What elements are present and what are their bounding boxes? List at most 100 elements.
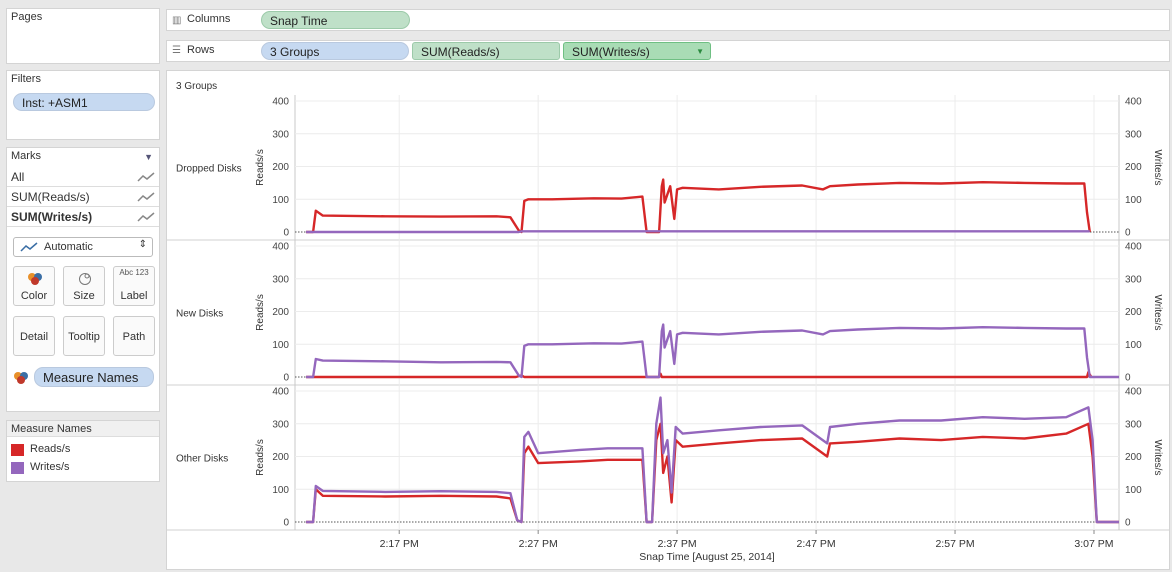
color-field-pill[interactable]: Measure Names [34, 367, 154, 387]
color-button[interactable]: Color [13, 266, 55, 306]
legend-swatch-writes [11, 462, 24, 474]
x-tick-label: 3:07 PM [1074, 538, 1113, 550]
x-tick-label: 2:47 PM [797, 538, 836, 550]
mark-type-select[interactable]: Automatic ⇕ [13, 237, 153, 257]
filters-panel: Filters Inst: +ASM1 [6, 70, 160, 140]
columns-shelf[interactable]: ▥ Columns Snap Time [166, 9, 1170, 31]
column-pill-snap-time[interactable]: Snap Time [261, 11, 410, 29]
pill-dropdown-icon[interactable]: ▼ [696, 47, 704, 56]
marks-title: Marks [11, 150, 41, 162]
row-pill-sum-writes[interactable]: SUM(Writes/s) ▼ [563, 42, 711, 60]
color-circles-icon [14, 372, 28, 384]
row-pill-sum-writes-label: SUM(Writes/s) [572, 45, 650, 59]
y-tick-label-left: 100 [272, 195, 289, 206]
path-button[interactable]: Path [113, 316, 155, 356]
marks-row-writes[interactable]: SUM(Writes/s) [7, 207, 159, 227]
label-button[interactable]: Abc 123 Label [113, 266, 155, 306]
y-tick-label-right: 300 [1125, 419, 1142, 430]
y-axis-title-left: Reads/s [255, 294, 266, 331]
series-line-reads [306, 370, 1093, 379]
legend-label-writes: Writes/s [30, 461, 70, 473]
x-tick-label: 2:17 PM [380, 538, 419, 550]
y-tick-label-right: 0 [1125, 518, 1131, 529]
series-line-writes [306, 396, 1119, 524]
y-tick-label-left: 100 [272, 485, 289, 496]
y-axis-title-right: Writes/s [1152, 440, 1163, 476]
marks-row-reads[interactable]: SUM(Reads/s) [7, 187, 159, 207]
marks-row-writes-label: SUM(Writes/s) [11, 210, 93, 224]
y-tick-label-right: 400 [1125, 242, 1142, 253]
y-tick-label-right: 0 [1125, 228, 1131, 239]
y-axis-title-left: Reads/s [255, 149, 266, 186]
group-header: 3 Groups [176, 81, 218, 92]
row-pill-sum-reads[interactable]: SUM(Reads/s) [412, 42, 560, 60]
size-button[interactable]: Size [63, 266, 105, 306]
y-tick-label-left: 200 [272, 162, 289, 173]
y-tick-label-left: 300 [272, 274, 289, 285]
y-tick-label-right: 100 [1125, 340, 1142, 351]
chart-area: 3 Groups 0 0 100 100 200 200 300 300 400 400 Dropp… [166, 70, 1170, 570]
y-tick-label-right: 100 [1125, 485, 1142, 496]
line-mark-icon [137, 192, 155, 202]
rows-shelf-label: Rows [187, 44, 215, 56]
y-axis-title-right: Writes/s [1152, 150, 1163, 186]
legend-label-reads: Reads/s [30, 443, 71, 455]
series-line-reads [306, 178, 1091, 234]
panel-label: New Disks [176, 309, 223, 320]
marks-row-all[interactable]: All [7, 167, 159, 187]
filters-title: Filters [11, 73, 41, 85]
marks-row-all-label: All [11, 170, 25, 184]
y-tick-label-left: 400 [272, 387, 289, 398]
x-tick-label: 2:37 PM [658, 538, 697, 550]
tooltip-button[interactable]: Tooltip [63, 316, 105, 356]
y-tick-label-right: 0 [1125, 373, 1131, 384]
series-line-reads [306, 422, 1119, 524]
y-tick-label-right: 400 [1125, 387, 1142, 398]
color-circles-icon [28, 273, 42, 285]
pages-panel: Pages [6, 8, 160, 64]
legend-title: Measure Names [7, 421, 159, 437]
y-tick-label-right: 200 [1125, 307, 1142, 318]
y-tick-label-left: 400 [272, 97, 289, 108]
line-mark-icon [137, 212, 155, 222]
columns-shelf-label: Columns [187, 13, 231, 25]
y-tick-label-left: 0 [283, 373, 289, 384]
line-chart: 0 0 100 100 200 200 300 300 400 400 Dropped Disks R… [167, 95, 1169, 563]
y-tick-label-left: 100 [272, 340, 289, 351]
columns-icon: ▥ [172, 15, 182, 26]
rows-icon: ☰ [172, 45, 181, 56]
y-axis-title-right: Writes/s [1152, 295, 1163, 331]
x-tick-label: 2:57 PM [935, 538, 974, 550]
y-tick-label-right: 100 [1125, 195, 1142, 206]
y-tick-label-left: 0 [283, 228, 289, 239]
y-tick-label-right: 200 [1125, 162, 1142, 173]
abc-123-icon: Abc 123 [119, 268, 149, 277]
y-tick-label-right: 400 [1125, 97, 1142, 108]
filter-pill-inst[interactable]: Inst: +ASM1 [13, 93, 155, 111]
row-pill-3-groups[interactable]: 3 Groups [261, 42, 409, 60]
y-tick-label-left: 400 [272, 242, 289, 253]
panel-label: Dropped Disks [176, 164, 242, 175]
path-button-label: Path [122, 331, 146, 343]
x-axis-title: Snap Time [August 25, 2014] [639, 551, 775, 563]
line-mark-icon [20, 242, 38, 252]
size-button-label: Size [73, 290, 95, 302]
marks-dropdown-icon[interactable]: ▼ [144, 152, 153, 162]
y-tick-label-left: 200 [272, 307, 289, 318]
tooltip-button-label: Tooltip [68, 331, 100, 343]
y-axis-title-left: Reads/s [255, 439, 266, 476]
label-button-label: Label [120, 290, 148, 302]
legend-swatch-reads [11, 444, 24, 456]
line-mark-icon [137, 172, 155, 182]
updown-chevron-icon: ⇕ [138, 239, 147, 250]
rows-shelf[interactable]: ☰ Rows 3 Groups SUM(Reads/s) SUM(Writes/… [166, 40, 1170, 62]
x-tick-label: 2:27 PM [519, 538, 558, 550]
mark-type-label: Automatic [44, 241, 93, 253]
size-circles-icon [79, 273, 91, 285]
detail-button[interactable]: Detail [13, 316, 55, 356]
pages-title: Pages [11, 11, 43, 23]
legend-panel: Measure Names Reads/s Writes/s [6, 420, 160, 482]
y-tick-label-left: 300 [272, 419, 289, 430]
series-line-writes [306, 323, 1119, 379]
y-tick-label-right: 300 [1125, 274, 1142, 285]
